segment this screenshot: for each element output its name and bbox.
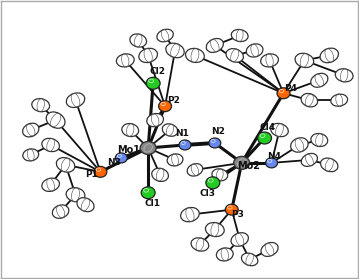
Text: N3: N3 <box>107 158 121 167</box>
Ellipse shape <box>291 138 308 152</box>
Text: N2: N2 <box>211 127 225 136</box>
Ellipse shape <box>261 54 279 67</box>
Ellipse shape <box>226 49 243 62</box>
Ellipse shape <box>331 94 348 106</box>
Ellipse shape <box>311 133 328 146</box>
Ellipse shape <box>301 153 317 166</box>
Ellipse shape <box>271 123 288 137</box>
Ellipse shape <box>225 204 238 215</box>
Ellipse shape <box>246 44 263 57</box>
Ellipse shape <box>66 93 85 107</box>
Text: Cl1: Cl1 <box>144 199 160 208</box>
Text: P2: P2 <box>168 96 181 105</box>
Text: N4: N4 <box>267 152 281 162</box>
Ellipse shape <box>115 153 127 163</box>
Text: N1: N1 <box>175 129 189 138</box>
Ellipse shape <box>242 253 258 266</box>
Ellipse shape <box>205 222 224 237</box>
Text: Mo2: Mo2 <box>237 161 260 171</box>
Ellipse shape <box>186 48 204 62</box>
Ellipse shape <box>157 29 173 42</box>
Text: Cl2: Cl2 <box>149 67 165 76</box>
Ellipse shape <box>116 54 134 67</box>
Ellipse shape <box>141 187 155 199</box>
Ellipse shape <box>66 188 85 202</box>
Ellipse shape <box>147 114 163 127</box>
Ellipse shape <box>335 69 353 82</box>
Ellipse shape <box>320 48 339 63</box>
Ellipse shape <box>231 233 248 246</box>
Ellipse shape <box>266 158 278 168</box>
Text: Cl4: Cl4 <box>260 122 276 132</box>
Ellipse shape <box>234 157 250 169</box>
Ellipse shape <box>301 93 318 107</box>
Ellipse shape <box>23 123 39 137</box>
Ellipse shape <box>311 73 328 87</box>
Ellipse shape <box>94 166 107 177</box>
Ellipse shape <box>295 53 314 68</box>
Ellipse shape <box>77 198 94 212</box>
Text: P1: P1 <box>85 170 98 179</box>
Ellipse shape <box>258 132 271 144</box>
Ellipse shape <box>216 248 233 261</box>
Ellipse shape <box>152 168 168 181</box>
Ellipse shape <box>42 178 60 191</box>
Ellipse shape <box>187 163 203 176</box>
Ellipse shape <box>261 242 278 256</box>
Ellipse shape <box>140 141 156 154</box>
Ellipse shape <box>277 88 290 99</box>
Ellipse shape <box>179 140 191 150</box>
Ellipse shape <box>159 101 172 112</box>
Text: P3: P3 <box>231 210 244 219</box>
Ellipse shape <box>139 48 158 62</box>
Ellipse shape <box>162 124 178 136</box>
Ellipse shape <box>212 169 228 181</box>
Ellipse shape <box>46 112 65 128</box>
Ellipse shape <box>23 149 39 161</box>
Text: Mo1: Mo1 <box>117 145 140 155</box>
Ellipse shape <box>32 98 50 112</box>
Ellipse shape <box>206 39 223 52</box>
Ellipse shape <box>206 177 220 189</box>
Ellipse shape <box>167 154 183 166</box>
Ellipse shape <box>166 43 184 58</box>
Ellipse shape <box>209 138 221 148</box>
Ellipse shape <box>191 238 209 251</box>
Ellipse shape <box>146 77 160 89</box>
Ellipse shape <box>130 34 146 47</box>
Ellipse shape <box>122 124 139 137</box>
Text: P4: P4 <box>284 84 297 93</box>
Ellipse shape <box>181 208 199 222</box>
Text: Cl3: Cl3 <box>200 189 216 198</box>
Ellipse shape <box>231 30 248 42</box>
Ellipse shape <box>52 205 69 218</box>
Ellipse shape <box>321 158 338 172</box>
Ellipse shape <box>42 138 60 151</box>
Ellipse shape <box>56 158 75 172</box>
